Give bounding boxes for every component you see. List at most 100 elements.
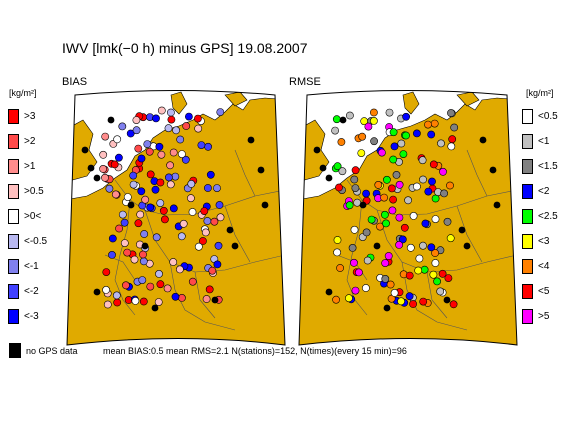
rmse-map-station (428, 177, 436, 186)
bias-map-station (187, 194, 195, 203)
bias-map-station (132, 126, 141, 135)
rmse-map-station (364, 122, 373, 131)
bias-legend-item: >2 (8, 134, 78, 150)
rmse-map-no-gps-station (479, 136, 487, 144)
bias-map-station (130, 255, 139, 264)
rmse-map-station (402, 112, 410, 121)
rmse-map-station (381, 259, 390, 267)
bias-legend-label: >0< (24, 211, 42, 222)
bias-map-station (188, 277, 197, 286)
rmse-legend-swatch (522, 134, 533, 149)
rmse-map-station (376, 222, 384, 231)
bias-map-station (161, 215, 169, 224)
rmse-map-station (405, 271, 414, 280)
bias-map-station (108, 234, 117, 243)
rmse-map-station (400, 223, 409, 232)
rmse-map-station (337, 138, 346, 146)
rmse-map-station (436, 287, 445, 296)
bias-map-no-gps-station (211, 296, 219, 304)
bias-map-station (206, 170, 215, 179)
bias-map-station (113, 298, 122, 307)
rmse-map-station (355, 268, 363, 277)
rmse-map-station (424, 187, 433, 196)
rmse-map-station (429, 270, 438, 279)
rmse-legend-label: <1 (538, 136, 550, 147)
rmse-map-station (395, 213, 404, 222)
bias-legend-label: <-3 (24, 311, 39, 322)
bias-map-station (194, 124, 203, 133)
bias-map-station (203, 217, 212, 225)
bias-map-station (166, 180, 175, 189)
rmse-map-border (401, 261, 468, 331)
rmse-map-station (346, 111, 354, 120)
bias-map (66, 90, 286, 346)
bias-map-station (140, 230, 149, 238)
rmse-map-denmark-land (402, 91, 420, 115)
bias-map-station (156, 280, 165, 289)
rmse-map-station (397, 297, 405, 306)
bias-map-station (176, 265, 184, 274)
rmse-map-station (438, 269, 447, 278)
bias-legend-swatch (8, 109, 19, 124)
rmse-map-station (336, 264, 344, 272)
rmse-map-station (431, 215, 440, 223)
bias-map-station (210, 217, 219, 226)
bias-map-station (138, 276, 147, 284)
rmse-legend-label: <0.5 (538, 111, 558, 122)
bias-map-no-gps-station (87, 164, 95, 172)
rmse-map-station (348, 243, 357, 252)
rmse-map-station (350, 258, 358, 267)
rmse-legend-item: <0.5 (522, 109, 576, 125)
bias-map-station (118, 210, 127, 219)
rmse-map-no-gps-station (313, 146, 321, 154)
bias-unit-label: [kg/m²] (9, 88, 37, 98)
bias-map-station (169, 204, 178, 213)
bias-map-station (129, 171, 138, 180)
rmse-legend-item: >5 (522, 309, 576, 325)
bias-map-no-gps-station (261, 201, 269, 209)
bias-map-station (157, 106, 166, 115)
bias-map-station (155, 142, 164, 151)
bias-map-no-gps-station (231, 242, 239, 250)
bias-map-border (169, 261, 236, 331)
bias-map-station (172, 126, 180, 135)
rmse-map-station (399, 150, 408, 158)
rmse-map-no-gps-station (489, 166, 497, 174)
rmse-map-station (437, 139, 445, 148)
rmse-map-station (415, 254, 424, 263)
bias-legend-item: <-1 (8, 259, 78, 275)
rmse-map-station (414, 266, 423, 275)
rmse-map-station (392, 170, 401, 179)
bias-map-no-gps-station (257, 166, 265, 174)
rmse-map-no-gps-station (373, 242, 381, 250)
bias-map-station (145, 147, 154, 156)
rmse-map-sweden-land (456, 91, 480, 107)
rmse-map-station (350, 175, 359, 184)
rmse-map-station (362, 228, 371, 237)
bias-map-station (122, 281, 130, 290)
rmse-legend-swatch (522, 234, 533, 249)
bias-legend-item: >3 (8, 109, 78, 125)
bias-map-station (213, 260, 222, 269)
rmse-map-station (433, 277, 442, 286)
bias-map-station (134, 144, 143, 153)
bias-map-station (188, 208, 197, 216)
bias-map-station (171, 292, 180, 301)
rmse-map-station (397, 139, 406, 148)
rmse-map-station (409, 300, 417, 308)
rmse-map-station (351, 184, 360, 192)
bias-map-border (224, 205, 251, 263)
rmse-map-station (384, 252, 393, 260)
rmse-map-no-gps-station (325, 174, 333, 182)
bias-map-station (215, 201, 224, 209)
bias-map-station (118, 122, 127, 131)
bias-map-station (112, 291, 121, 300)
rmse-legend-label: <5 (538, 286, 550, 297)
rmse-map-no-gps-station (458, 226, 466, 234)
bias-map-station (156, 199, 165, 207)
bias-map-station (154, 298, 163, 306)
bias-map-station (165, 173, 173, 182)
bias-map-station (120, 218, 129, 227)
rmse-map-station (363, 256, 372, 265)
bias-legend-swatch (8, 284, 19, 299)
